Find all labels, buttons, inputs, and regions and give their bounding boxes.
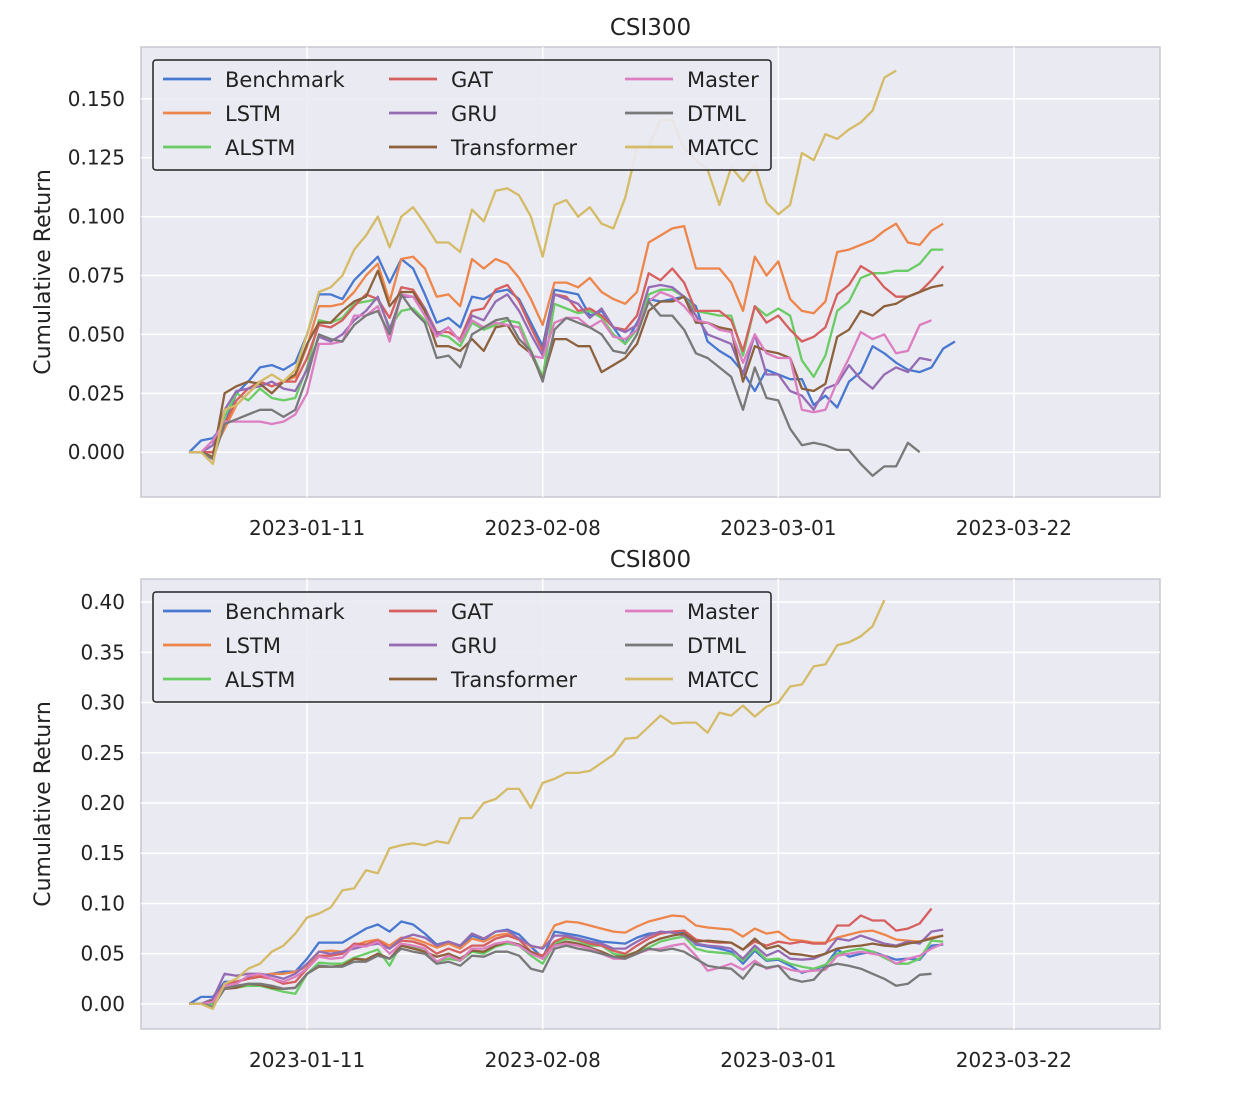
legend-label: MATCC: [687, 136, 759, 160]
y-tick-label: 0.20: [80, 791, 125, 815]
x-tick-label: 2023-03-22: [956, 1048, 1072, 1072]
legend-label: Master: [687, 600, 759, 624]
x-tick-label: 2023-03-22: [956, 516, 1072, 540]
legend-label: GAT: [451, 68, 493, 92]
y-tick-label: 0.000: [68, 440, 125, 464]
y-tick-label: 0.35: [80, 640, 125, 664]
legend-label: DTML: [687, 102, 746, 126]
x-tick-label: 2023-03-01: [720, 516, 836, 540]
series-line-dtml: [189, 293, 921, 477]
legend-label: LSTM: [225, 102, 281, 126]
y-tick-label: 0.075: [68, 264, 125, 288]
y-axis-label: Cumulative Return: [31, 169, 56, 375]
legend: Benchmark GAT Master LSTM GRU DTML ALSTM Transf…: [152, 591, 772, 703]
x-tick-label: 2023-01-11: [249, 1048, 365, 1072]
y-tick-label: 0.25: [80, 741, 125, 765]
legend-label: Benchmark: [225, 600, 345, 624]
legend-label: GRU: [451, 102, 497, 126]
y-tick-label: 0.025: [68, 381, 125, 405]
legend-label: ALSTM: [225, 136, 295, 160]
legend-label: MATCC: [687, 668, 759, 692]
y-tick-label: 0.30: [80, 691, 125, 715]
x-tick-label: 2023-01-11: [249, 516, 365, 540]
csi300-panel: CSI300 Cumulative Return 0.000 0.025 0.050…: [31, 15, 1161, 540]
legend-box: [152, 59, 772, 171]
legend-label: DTML: [687, 634, 746, 658]
x-tick-label: 2023-03-01: [720, 1048, 836, 1072]
legend-label: Benchmark: [225, 68, 345, 92]
series-line-transformer: [189, 269, 944, 459]
y-tick-label: 0.00: [80, 992, 125, 1016]
legend-label: GAT: [451, 600, 493, 624]
chart-title: CSI800: [610, 547, 691, 573]
x-tick-label: 2023-02-08: [485, 1048, 601, 1072]
series-line-matcc: [189, 69, 897, 466]
series-line-matcc: [189, 599, 886, 1011]
y-axis-label: Cumulative Return: [31, 701, 56, 907]
legend-label: Master: [687, 68, 759, 92]
y-tick-label: 0.10: [80, 891, 125, 915]
legend-label: Transformer: [450, 136, 577, 160]
series-line-alstm: [189, 935, 944, 1006]
legend-label: LSTM: [225, 634, 281, 658]
series-lines: [188, 599, 944, 1011]
series-line-lstm: [189, 222, 944, 454]
legend: Benchmark GAT Master LSTM GRU DTML ALSTM Transf…: [152, 59, 772, 171]
y-tick-label: 0.100: [68, 205, 125, 229]
x-tick-label: 2023-02-08: [485, 516, 601, 540]
csi800-panel: CSI800 Cumulative Return 0.00 0.05 0.10 0.1…: [31, 547, 1161, 1072]
chart-title: CSI300: [610, 15, 691, 41]
legend-label: Transformer: [450, 668, 577, 692]
series-line-gat: [189, 264, 945, 454]
series-lines: [188, 69, 956, 477]
series-line-master: [189, 940, 944, 1006]
legend-box: [152, 591, 772, 703]
y-tick-label: 0.40: [80, 590, 125, 614]
legend-label: ALSTM: [225, 668, 295, 692]
y-tick-label: 0.050: [68, 322, 125, 346]
series-line-gru: [189, 928, 944, 1006]
y-tick-label: 0.15: [80, 841, 125, 865]
y-tick-label: 0.125: [68, 146, 125, 170]
legend-label: GRU: [451, 634, 497, 658]
series-line-dtml: [189, 944, 932, 1009]
y-tick-label: 0.150: [68, 87, 125, 111]
series-line-master: [189, 290, 932, 454]
y-tick-label: 0.05: [80, 942, 125, 966]
